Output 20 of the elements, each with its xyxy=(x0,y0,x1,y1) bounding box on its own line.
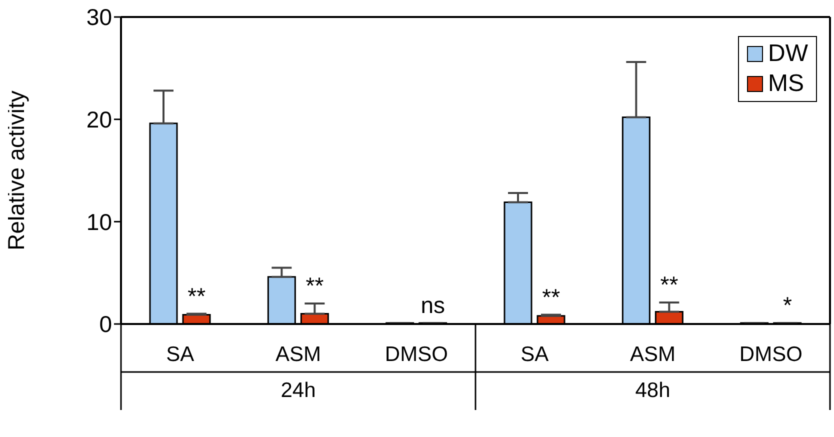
annotation: ** xyxy=(542,284,560,310)
x-tick-label: SA xyxy=(520,342,549,366)
x-tick-label: DMSO xyxy=(739,342,802,366)
x-tick-label: ASM xyxy=(275,342,322,366)
y-tick-label: 20 xyxy=(86,106,112,132)
annotation: * xyxy=(782,292,792,318)
annotation: ** xyxy=(660,272,678,298)
text: 48h xyxy=(635,379,670,402)
annotation: ** xyxy=(306,272,324,299)
x-tick-label: ASM xyxy=(630,342,676,366)
text: 24h xyxy=(280,379,316,402)
y-tick-label: 10 xyxy=(86,208,112,235)
x-tick-label: DMSO xyxy=(384,342,448,366)
x-tick-label: SA xyxy=(166,342,194,366)
legend-label: MS xyxy=(768,69,804,99)
annotation: ** xyxy=(188,282,206,309)
y-tick-label: 30 xyxy=(86,4,112,30)
annotation: ns xyxy=(420,292,446,318)
y-tick-label: 0 xyxy=(99,311,112,338)
legend-label: DW xyxy=(768,39,808,69)
